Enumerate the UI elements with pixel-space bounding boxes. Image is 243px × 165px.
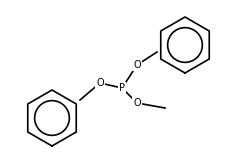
Text: O: O	[133, 98, 141, 108]
Text: O: O	[133, 60, 141, 70]
Text: P: P	[119, 83, 125, 93]
Text: O: O	[96, 78, 104, 88]
